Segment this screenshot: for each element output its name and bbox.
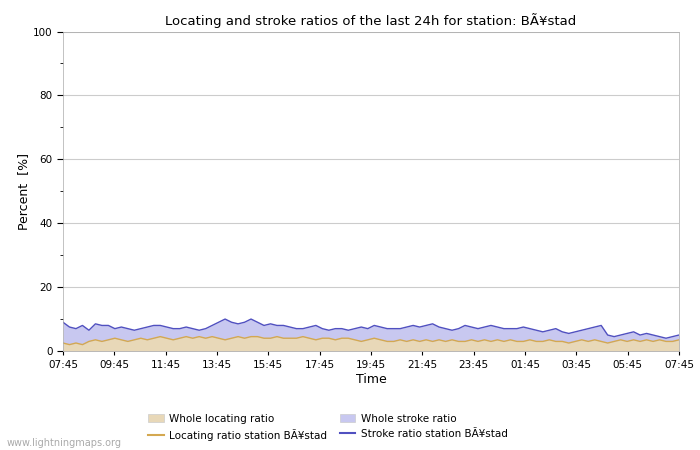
Text: www.lightningmaps.org: www.lightningmaps.org bbox=[7, 438, 122, 448]
Legend: Whole locating ratio, Locating ratio station BÃ¥stad, Whole stroke ratio, Stroke: Whole locating ratio, Locating ratio sta… bbox=[148, 414, 508, 441]
X-axis label: Time: Time bbox=[356, 373, 386, 386]
Title: Locating and stroke ratios of the last 24h for station: BÃ¥stad: Locating and stroke ratios of the last 2… bbox=[165, 13, 577, 27]
Y-axis label: Percent  [%]: Percent [%] bbox=[18, 153, 30, 230]
